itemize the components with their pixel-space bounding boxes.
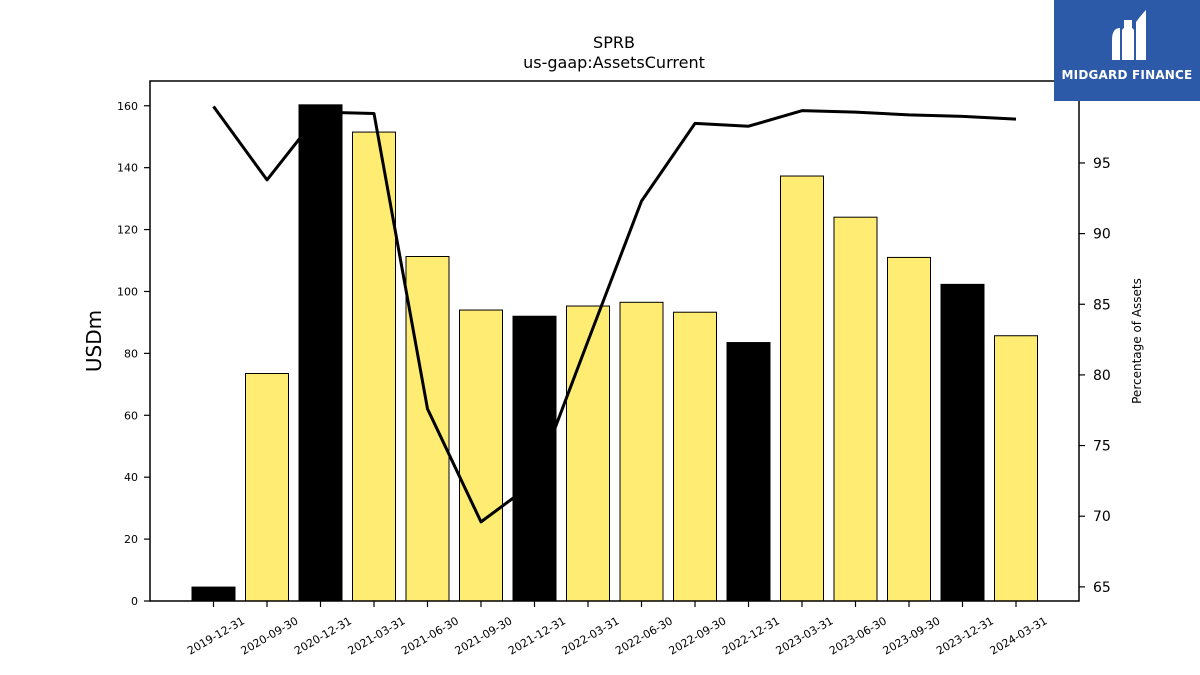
y-tick-label: 0 <box>131 595 138 608</box>
bar <box>673 311 717 602</box>
x-tick-label: 2021-09-30 <box>453 614 515 657</box>
y-axis-label: USDm <box>82 310 106 372</box>
y2-tick-label: 95 <box>1093 156 1111 172</box>
bar <box>298 104 343 602</box>
logo-text: MIDGARD FINANCE <box>1061 68 1193 82</box>
brand-logo: MIDGARD FINANCE <box>1054 0 1200 101</box>
bar <box>566 305 610 602</box>
y2-tick-label: 75 <box>1093 439 1111 455</box>
y2-tick-label: 85 <box>1093 297 1111 313</box>
y2-tick-label: 80 <box>1093 368 1111 384</box>
y-tick-label: 80 <box>124 347 138 360</box>
bar <box>512 315 557 602</box>
bar <box>887 256 931 602</box>
y-tick-label: 20 <box>124 533 138 546</box>
x-tick-label: 2023-06-30 <box>827 614 889 657</box>
bar <box>405 256 450 602</box>
x-tick-label: 2020-12-31 <box>292 614 354 657</box>
y-tick-label: 140 <box>117 162 138 175</box>
x-tick-label: 2021-06-30 <box>399 614 461 657</box>
percentage-line <box>212 105 1017 524</box>
x-tick-label: 2022-12-31 <box>720 614 782 657</box>
x-tick-label: 2024-03-31 <box>988 614 1050 657</box>
y-tick-label: 40 <box>124 471 138 484</box>
x-tick-label: 2020-09-30 <box>239 614 301 657</box>
bar <box>780 175 824 602</box>
x-tick-label: 2022-09-30 <box>667 614 729 657</box>
x-tick-label: 2023-12-31 <box>934 614 996 657</box>
y-tick-label: 160 <box>117 100 138 113</box>
plot-area: 0 20 40 60 80 100 120 140 160 65 70 75 80 85 90 95 2019-… <box>117 80 1111 658</box>
chart-title: SPRB <box>593 33 635 52</box>
y-tick-label: 60 <box>124 409 138 422</box>
bar <box>726 342 771 602</box>
y2-tick-label: 70 <box>1093 509 1111 525</box>
x-tick-label: 2022-03-31 <box>560 614 622 657</box>
x-tick-label: 2022-06-30 <box>613 614 675 657</box>
x-tick-label: 2019-12-31 <box>185 614 247 657</box>
chart-subtitle: us-gaap:AssetsCurrent <box>523 53 705 72</box>
bar <box>619 301 664 602</box>
bar <box>833 216 878 602</box>
x-tick-label: 2021-12-31 <box>506 614 568 657</box>
bar <box>994 335 1038 602</box>
y2-tick-label: 65 <box>1093 580 1111 596</box>
x-tick-label: 2021-03-31 <box>346 614 408 657</box>
bar <box>352 131 396 602</box>
logo-mark-icon <box>1112 10 1146 60</box>
y-tick-label: 120 <box>117 224 138 237</box>
bar <box>940 283 985 602</box>
y-tick-label: 100 <box>117 285 138 298</box>
plot-frame <box>149 80 1080 602</box>
bar <box>245 373 289 602</box>
y2-tick-label: 90 <box>1093 227 1111 243</box>
x-tick-label: 2023-09-30 <box>881 614 943 657</box>
x-tick-label: 2023-03-31 <box>774 614 836 657</box>
y2-axis-label: Percentage of Assets <box>1130 278 1144 404</box>
bar <box>459 309 503 602</box>
bar <box>191 586 236 602</box>
